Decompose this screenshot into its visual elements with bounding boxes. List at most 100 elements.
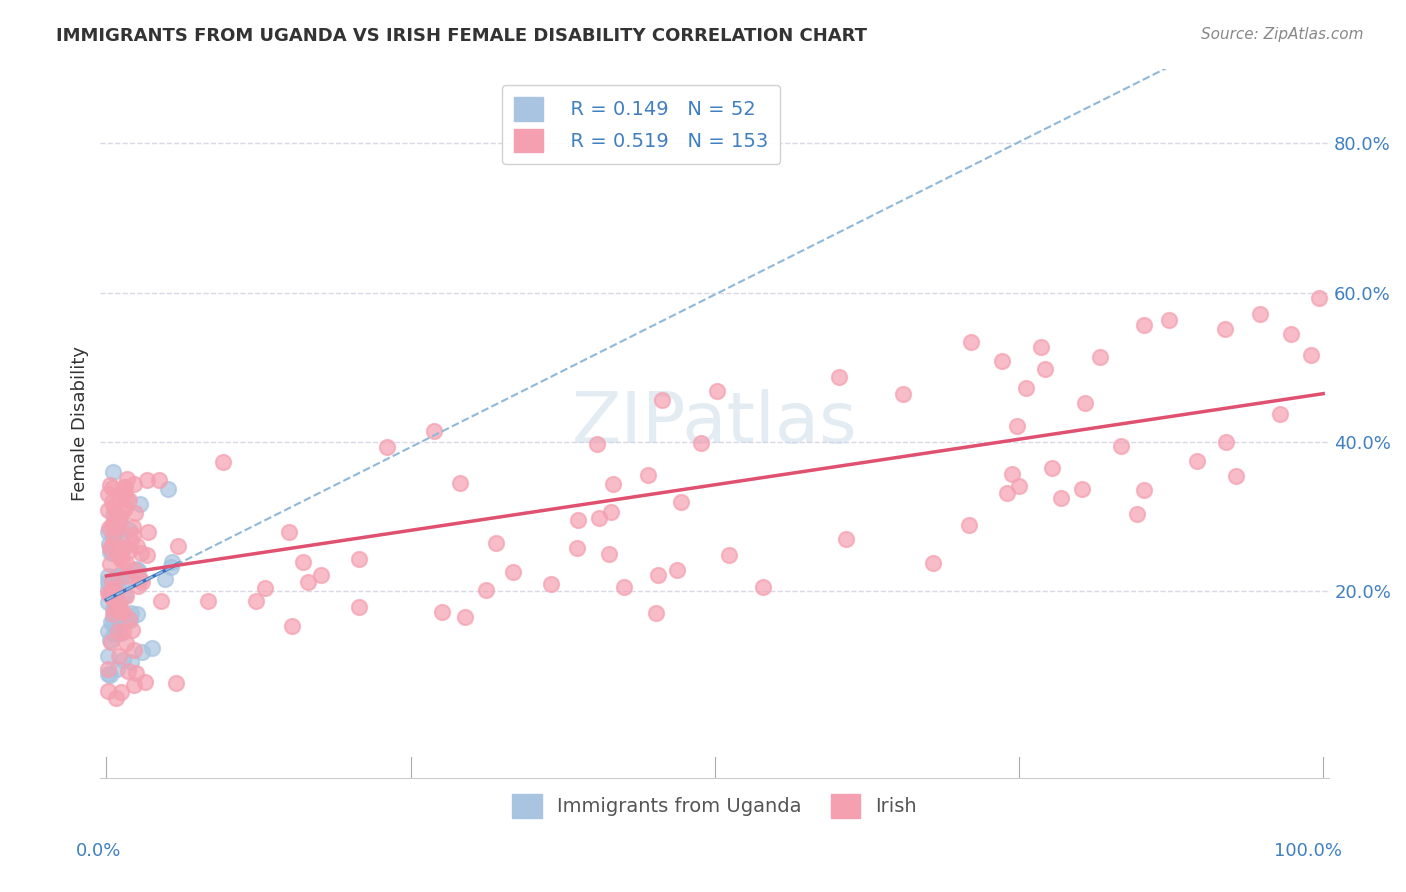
Point [1073,395,1095,409]
Point [136,473,159,487]
Point [1225,469,1247,483]
Point [598,547,620,561]
Point [690,436,713,450]
Point [1213,322,1236,336]
Point [613,580,636,594]
Point [157,482,180,496]
Point [101,574,124,589]
Point [117,665,139,679]
Point [960,334,983,349]
Point [101,591,124,606]
Point [111,552,134,566]
Point [98,541,121,556]
Point [153,572,176,586]
Point [423,424,446,438]
Point [567,513,589,527]
Point [108,595,131,609]
Point [98,632,121,647]
Point [134,675,156,690]
Point [828,369,851,384]
Point [430,605,453,619]
Point [280,618,302,632]
Point [110,625,132,640]
Point [112,487,135,501]
Point [104,585,127,599]
Point [111,653,134,667]
Text: IMMIGRANTS FROM UGANDA VS IRISH FEMALE DISABILITY CORRELATION CHART: IMMIGRANTS FROM UGANDA VS IRISH FEMALE D… [56,27,868,45]
Point [669,495,692,509]
Point [375,440,398,454]
Legend: Immigrants from Uganda, Irish: Immigrants from Uganda, Irish [505,786,925,825]
Point [101,526,124,541]
Point [101,481,124,495]
Point [107,624,129,639]
Point [97,582,120,596]
Point [101,517,124,532]
Point [1070,482,1092,496]
Point [1249,307,1271,321]
Point [651,393,673,408]
Point [454,610,477,624]
Point [291,555,314,569]
Point [107,521,129,535]
Point [835,533,858,547]
Point [115,636,138,650]
Point [751,580,773,594]
Point [103,500,125,514]
Point [121,623,143,637]
Point [637,468,659,483]
Point [104,582,127,597]
Point [110,551,132,566]
Point [115,490,138,504]
Point [98,545,121,559]
Point [1088,350,1111,364]
Point [114,589,136,603]
Point [197,593,219,607]
Point [98,589,121,603]
Point [111,542,134,557]
Point [167,539,190,553]
Point [141,640,163,655]
Text: ZIPatlas: ZIPatlas [572,389,858,458]
Point [107,581,129,595]
Point [114,501,136,516]
Point [127,539,149,553]
Point [103,517,125,532]
Point [117,612,139,626]
Point [97,521,120,535]
Point [1133,483,1156,498]
Point [1132,318,1154,332]
Point [108,551,131,566]
Point [110,685,132,699]
Point [111,625,134,640]
Text: Source: ZipAtlas.com: Source: ZipAtlas.com [1201,27,1364,42]
Point [297,575,319,590]
Point [1126,507,1149,521]
Point [107,547,129,561]
Point [475,582,498,597]
Point [1157,312,1180,326]
Point [105,569,128,583]
Text: 0.0%: 0.0% [76,842,121,860]
Point [98,558,121,572]
Point [120,533,142,548]
Point [122,476,145,491]
Y-axis label: Female Disability: Female Disability [72,346,89,501]
Point [97,537,120,551]
Point [122,642,145,657]
Point [97,487,120,501]
Point [112,480,135,494]
Point [1033,362,1056,376]
Point [104,508,127,522]
Point [347,551,370,566]
Point [647,568,669,582]
Point [502,566,524,580]
Point [922,557,945,571]
Point [97,586,120,600]
Point [110,541,132,556]
Point [644,606,666,620]
Point [103,602,125,616]
Point [150,594,173,608]
Point [128,572,150,586]
Point [666,562,689,576]
